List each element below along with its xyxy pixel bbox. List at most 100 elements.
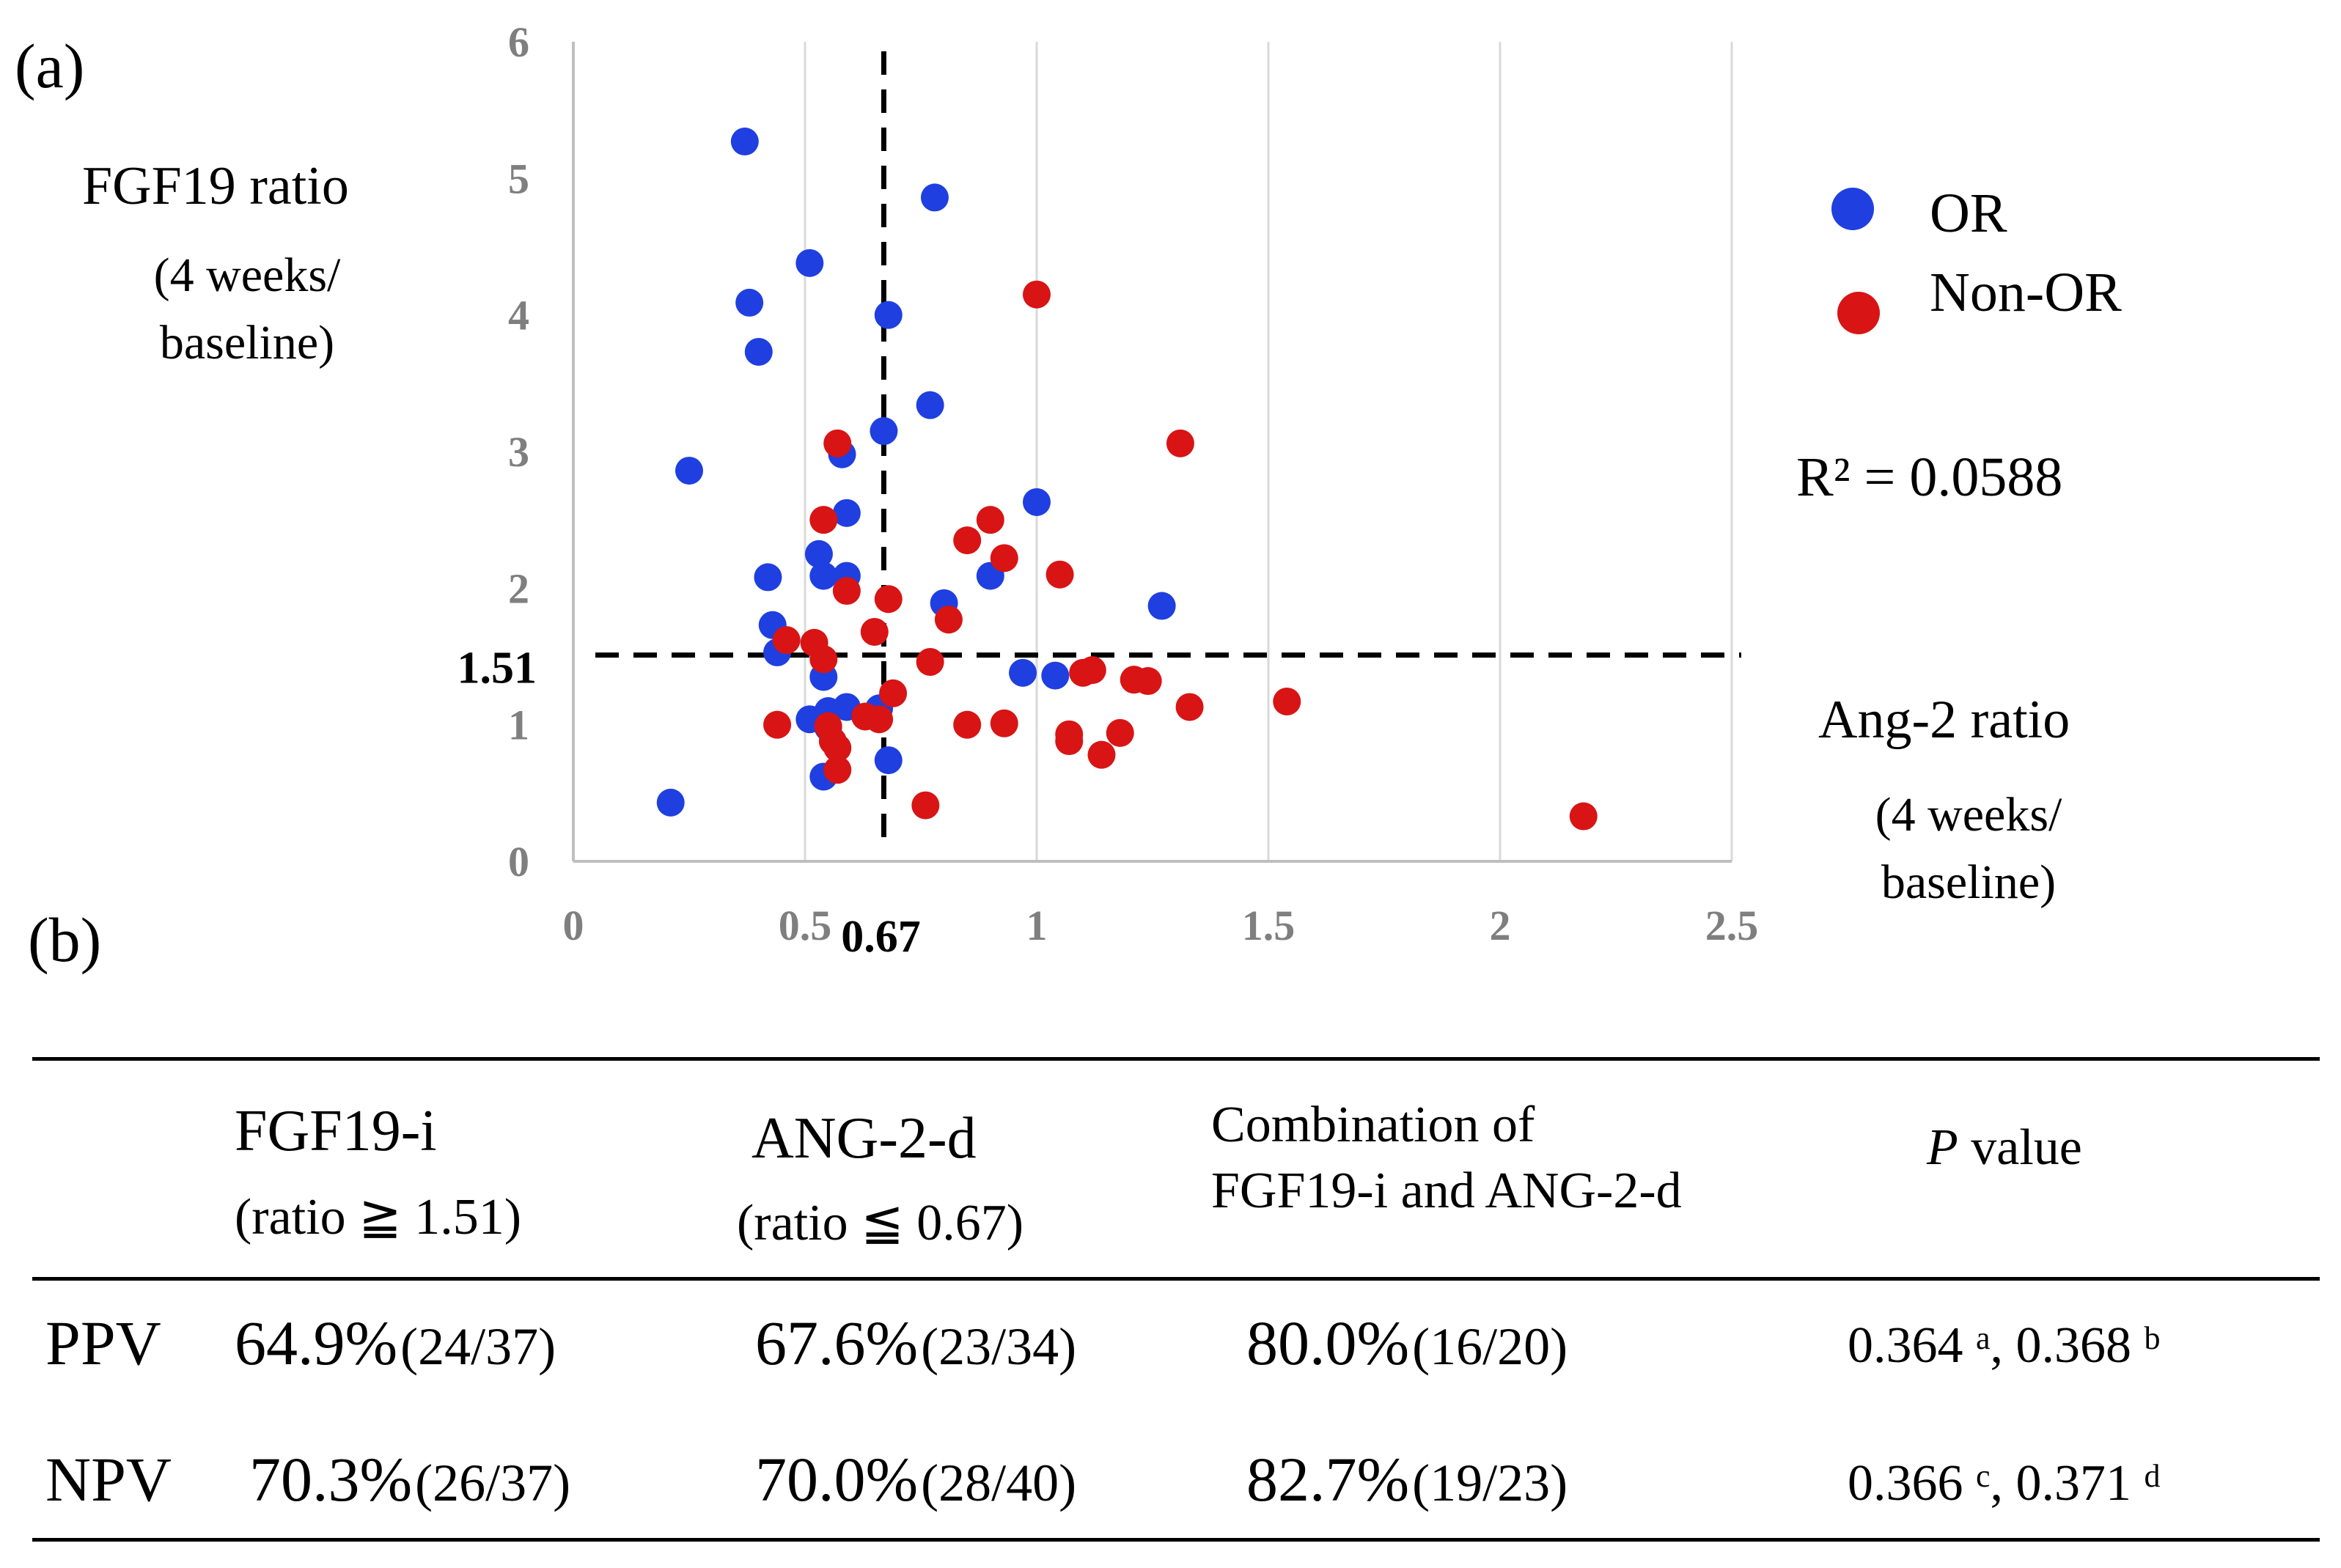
point-non-or xyxy=(809,506,838,534)
point-or xyxy=(916,391,944,419)
row-ppv-sep: , xyxy=(1990,1317,2016,1374)
point-non-or xyxy=(763,710,792,739)
row-npv-p1: 0.366 xyxy=(1848,1455,1963,1512)
row-npv-comb-frac: (19/23) xyxy=(1412,1454,1568,1512)
row-ppv-ang-frac: (23/34) xyxy=(921,1317,1077,1376)
x-tick-label: 0 xyxy=(563,902,584,949)
point-non-or xyxy=(990,544,1018,573)
point-non-or xyxy=(772,626,801,655)
x-tick-label: 2 xyxy=(1490,902,1511,949)
point-or xyxy=(730,128,759,156)
x-tick-label: 2.5 xyxy=(1705,902,1759,949)
point-non-or xyxy=(911,791,940,820)
point-non-or xyxy=(874,585,903,614)
r-squared-annotation: R² = 0.0588 xyxy=(1796,446,2063,508)
point-or xyxy=(1041,661,1070,690)
point-non-or xyxy=(823,734,852,762)
point-non-or xyxy=(1273,687,1301,715)
row-ppv-comb-frac: (16/20) xyxy=(1412,1317,1568,1376)
row-ppv-p2: 0.368 xyxy=(2015,1317,2132,1374)
point-or xyxy=(1023,487,1051,516)
point-or xyxy=(1147,592,1176,620)
row-ppv-fgf: 64.9% (24/37) xyxy=(235,1306,556,1380)
row-npv-p2: 0.371 xyxy=(2015,1455,2132,1512)
header-fgf19-i: FGF19-i xyxy=(235,1099,437,1163)
point-non-or xyxy=(832,577,861,606)
point-or xyxy=(656,788,685,817)
point-or xyxy=(920,183,949,212)
y-tick-label: 0 xyxy=(508,838,529,886)
point-non-or xyxy=(860,617,889,646)
point-non-or xyxy=(953,526,982,555)
point-non-or xyxy=(823,756,852,784)
row-ppv-fgf-pct: 64.9% xyxy=(235,1308,398,1378)
y-tick-label: 4 xyxy=(508,292,529,339)
row-npv-label: NPV xyxy=(45,1444,172,1514)
panel-label-a: (a) xyxy=(15,31,85,101)
point-non-or xyxy=(1023,280,1051,309)
x-tick-label: 1.5 xyxy=(1242,902,1296,949)
panel-label-b: (b) xyxy=(28,905,102,975)
table-bottom-rule xyxy=(32,1538,2320,1542)
row-ppv-ang: 67.6% (23/34) xyxy=(755,1306,1076,1380)
point-non-or xyxy=(1166,429,1194,457)
header-combination-line1: Combination of xyxy=(1211,1097,1535,1153)
x-axis-label-sub-line2: baseline) xyxy=(1881,855,2057,909)
x-axis-label-sub: (4 weeks/ baseline) xyxy=(1826,781,2112,916)
header-combination-line2: FGF19-i and ANG-2-d xyxy=(1211,1163,1682,1219)
header-combination: Combination of FGF19-i and ANG-2-d xyxy=(1211,1092,1682,1224)
point-or xyxy=(874,746,903,775)
point-non-or xyxy=(1069,658,1098,687)
point-non-or xyxy=(809,645,838,674)
row-ppv-comb-pct: 80.0% xyxy=(1246,1308,1410,1378)
row-npv-ang: 70.0% (28/40) xyxy=(755,1443,1076,1516)
point-or xyxy=(832,498,861,527)
header-fgf19-i-sub: (ratio ≧ 1.51) xyxy=(235,1189,522,1245)
table-top-rule xyxy=(32,1057,2320,1061)
row-npv-fgf-frac: (26/37) xyxy=(415,1454,571,1512)
row-npv-p2-sup: d xyxy=(2144,1458,2161,1494)
point-or xyxy=(874,301,903,329)
legend-label-non-or: Non-OR xyxy=(1930,262,2122,323)
point-or xyxy=(804,540,833,568)
point-non-or xyxy=(879,679,908,707)
scatter-plot: 0 0.5 1 1.5 2 2.5 0 1 2 3 4 5 6 0.67 1.51 xyxy=(457,18,1759,962)
y-axis-label-sub-line1: (4 weeks/ xyxy=(153,249,341,302)
point-non-or xyxy=(1133,667,1162,696)
row-npv-fgf-pct: 70.3% xyxy=(249,1444,413,1514)
row-npv-fgf: 70.3% (26/37) xyxy=(249,1443,570,1516)
legend-dot-non-or xyxy=(1837,292,1880,334)
point-or xyxy=(795,249,824,277)
points-layer xyxy=(656,128,1598,831)
point-non-or xyxy=(1569,802,1598,831)
point-non-or xyxy=(953,710,982,739)
point-non-or xyxy=(1055,727,1084,756)
row-npv-comb: 82.7% (19/23) xyxy=(1246,1443,1568,1516)
point-non-or xyxy=(916,647,944,676)
row-npv-p: 0.366 c, 0.371 d xyxy=(1848,1454,2161,1513)
point-non-or xyxy=(823,429,852,457)
point-or xyxy=(754,563,782,592)
point-or xyxy=(735,288,764,317)
point-or xyxy=(809,562,838,590)
y-tick-label: 2 xyxy=(508,564,529,612)
point-non-or xyxy=(1045,560,1074,589)
y-axis-label-sub: (4 weeks/ baseline) xyxy=(126,242,368,377)
y-tick-label: 3 xyxy=(508,428,529,476)
y-cutoff-label: 1.51 xyxy=(457,644,537,693)
row-npv-p1-sup: c xyxy=(1976,1458,1991,1494)
header-p-value: P value xyxy=(1927,1119,2082,1177)
row-npv-comb-pct: 82.7% xyxy=(1246,1444,1410,1514)
tick-layer: 0 0.5 1 1.5 2 2.5 0 1 2 3 4 5 6 0.67 1.51 xyxy=(457,18,1759,962)
y-tick-label: 1 xyxy=(508,702,529,749)
header-p-rest: value xyxy=(1958,1119,2082,1176)
point-non-or xyxy=(934,606,963,634)
point-or xyxy=(870,417,898,446)
y-tick-label: 6 xyxy=(508,18,529,66)
legend-dot-or xyxy=(1831,188,1874,230)
row-npv-sep: , xyxy=(1990,1455,2016,1512)
point-non-or xyxy=(976,506,1004,534)
row-npv-ang-pct: 70.0% xyxy=(755,1444,919,1514)
grid-layer xyxy=(804,42,1733,861)
header-ang-2-d: ANG-2-d xyxy=(751,1106,977,1171)
